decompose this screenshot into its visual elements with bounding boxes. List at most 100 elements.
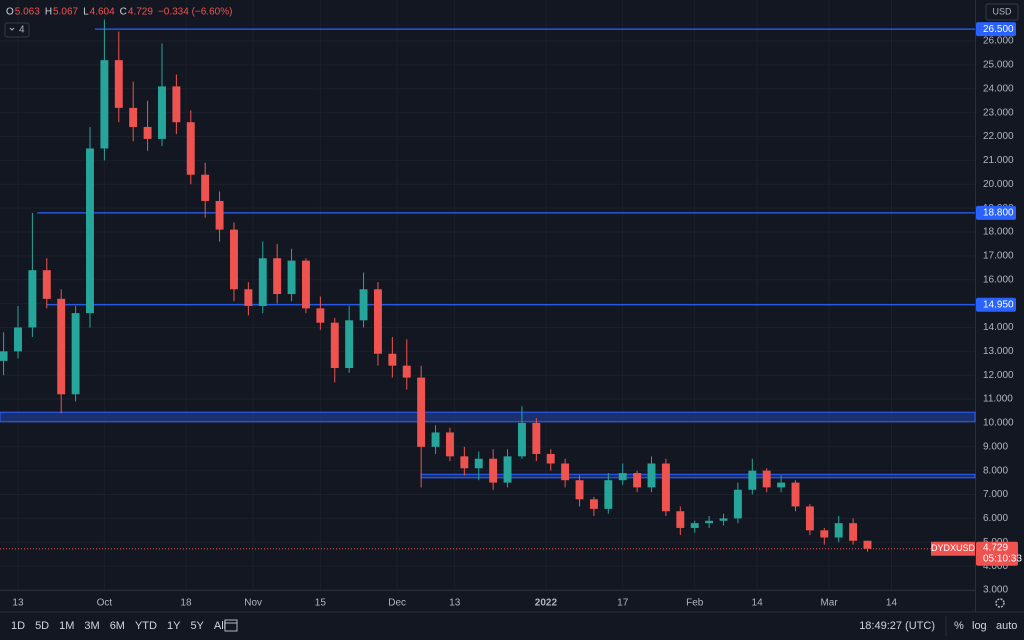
candle-body: [114, 60, 123, 108]
currency: USD: [992, 6, 1012, 16]
candle-body: [633, 473, 642, 488]
x-tick-label: 13: [449, 598, 461, 609]
candle-body: [791, 482, 800, 507]
candle-body: [445, 432, 454, 457]
level-tag: [976, 205, 1016, 220]
candle-body: [158, 86, 166, 139]
candle-body: [546, 453, 555, 464]
calendar-icon[interactable]: [224, 619, 238, 632]
clock: 18:49:27 (UTC): [859, 620, 935, 632]
candle-body: [71, 313, 80, 395]
level-tag: [976, 297, 1016, 312]
candle-body: [287, 260, 296, 295]
range-button[interactable]: 5Y: [190, 620, 204, 632]
zone: [0, 411, 976, 423]
candle-body: [258, 258, 267, 306]
candle-body: [805, 506, 814, 531]
candle-body: [532, 422, 541, 454]
y-tick-label: 26.000: [983, 36, 1014, 47]
last-price: 4.729: [983, 542, 1008, 553]
x-tick-label: Mar: [820, 598, 838, 609]
y-tick-label: 17.000: [983, 250, 1014, 261]
candle-body: [777, 482, 786, 488]
legend-value: 5.067: [53, 7, 78, 18]
range-button[interactable]: 1D: [11, 620, 25, 632]
candle-body: [589, 499, 598, 509]
candle-body: [14, 327, 22, 352]
candle-body: [575, 480, 584, 500]
candle-body: [215, 200, 224, 230]
y-tick-label: 23.000: [983, 107, 1014, 118]
candle-body: [849, 523, 858, 541]
symbol: DYDXUSD: [931, 543, 976, 553]
candle-body: [705, 520, 714, 524]
candle-body: [517, 422, 526, 457]
range-button[interactable]: YTD: [135, 620, 157, 632]
candle-body: [690, 523, 699, 528]
price-tag: [976, 541, 1018, 566]
settings-icon[interactable]: [995, 598, 1005, 608]
plot: [0, 19, 976, 552]
scale-option[interactable]: %: [954, 620, 964, 632]
currency-button[interactable]: [985, 3, 1019, 21]
candle-body: [186, 122, 195, 175]
range-button[interactable]: 6M: [110, 620, 125, 632]
y-tick-label: 6.000: [983, 513, 1008, 524]
y-tick-label: 21.000: [983, 155, 1014, 166]
range-button[interactable]: 1Y: [167, 620, 181, 632]
y-tick-label: 4.000: [983, 561, 1008, 572]
scale-option[interactable]: log: [972, 620, 987, 632]
candle-body: [618, 473, 627, 481]
x-tick-label: 2022: [535, 598, 558, 609]
candle-body: [604, 480, 613, 509]
countdown: 05:10:33: [983, 553, 1022, 564]
range-button[interactable]: 5D: [35, 620, 49, 632]
candle-body: [172, 86, 181, 123]
y-tick-label: 18.000: [983, 227, 1014, 238]
legend-key: C: [120, 7, 127, 18]
range-button[interactable]: 3M: [84, 620, 99, 632]
candle-body: [100, 60, 109, 149]
x-tick-label: Dec: [388, 598, 406, 609]
y-tick-label: 8.000: [983, 465, 1008, 476]
indicator-count: 4: [19, 25, 25, 36]
candle-body: [474, 458, 483, 469]
x-tick-label: 15: [315, 598, 327, 609]
x-tick-label: 14: [886, 598, 898, 609]
candle-body: [244, 289, 253, 306]
candle-body: [417, 377, 426, 447]
candle-body: [748, 470, 757, 490]
legend-change: −0.334 (−6.60%): [158, 7, 233, 18]
candle-body: [561, 463, 570, 481]
candle-body: [129, 107, 138, 127]
scale-option[interactable]: auto: [996, 620, 1017, 632]
candle-body: [273, 258, 282, 295]
y-tick-label: 7.000: [983, 489, 1008, 500]
y-tick-label: 11.000: [983, 394, 1013, 405]
candle-body: [345, 320, 354, 369]
legend-value: 4.604: [90, 7, 115, 18]
range-button[interactable]: All: [214, 620, 226, 632]
range-button[interactable]: 1M: [59, 620, 74, 632]
y-tick-label: 25.000: [983, 60, 1014, 71]
candle-body: [834, 523, 843, 538]
y-tick-label: 24.000: [983, 83, 1014, 94]
candle-body: [0, 351, 8, 361]
candle-body: [820, 530, 829, 538]
candle-body: [28, 270, 37, 328]
candle-body: [143, 126, 152, 139]
y-tick-label: 10.000: [983, 418, 1014, 429]
candle-body: [201, 174, 210, 201]
candle-body: [733, 489, 742, 519]
legend-key: H: [45, 7, 52, 18]
level-label: 26.500: [983, 24, 1014, 35]
candle-body: [489, 458, 498, 483]
indicator-toggle[interactable]: [4, 22, 30, 38]
legend-value: 4.729: [128, 7, 153, 18]
y-tick-label: 9.000: [983, 441, 1008, 452]
y-tick-label: 20.000: [983, 179, 1014, 190]
candle-body: [302, 260, 310, 309]
candle-body: [460, 456, 469, 469]
